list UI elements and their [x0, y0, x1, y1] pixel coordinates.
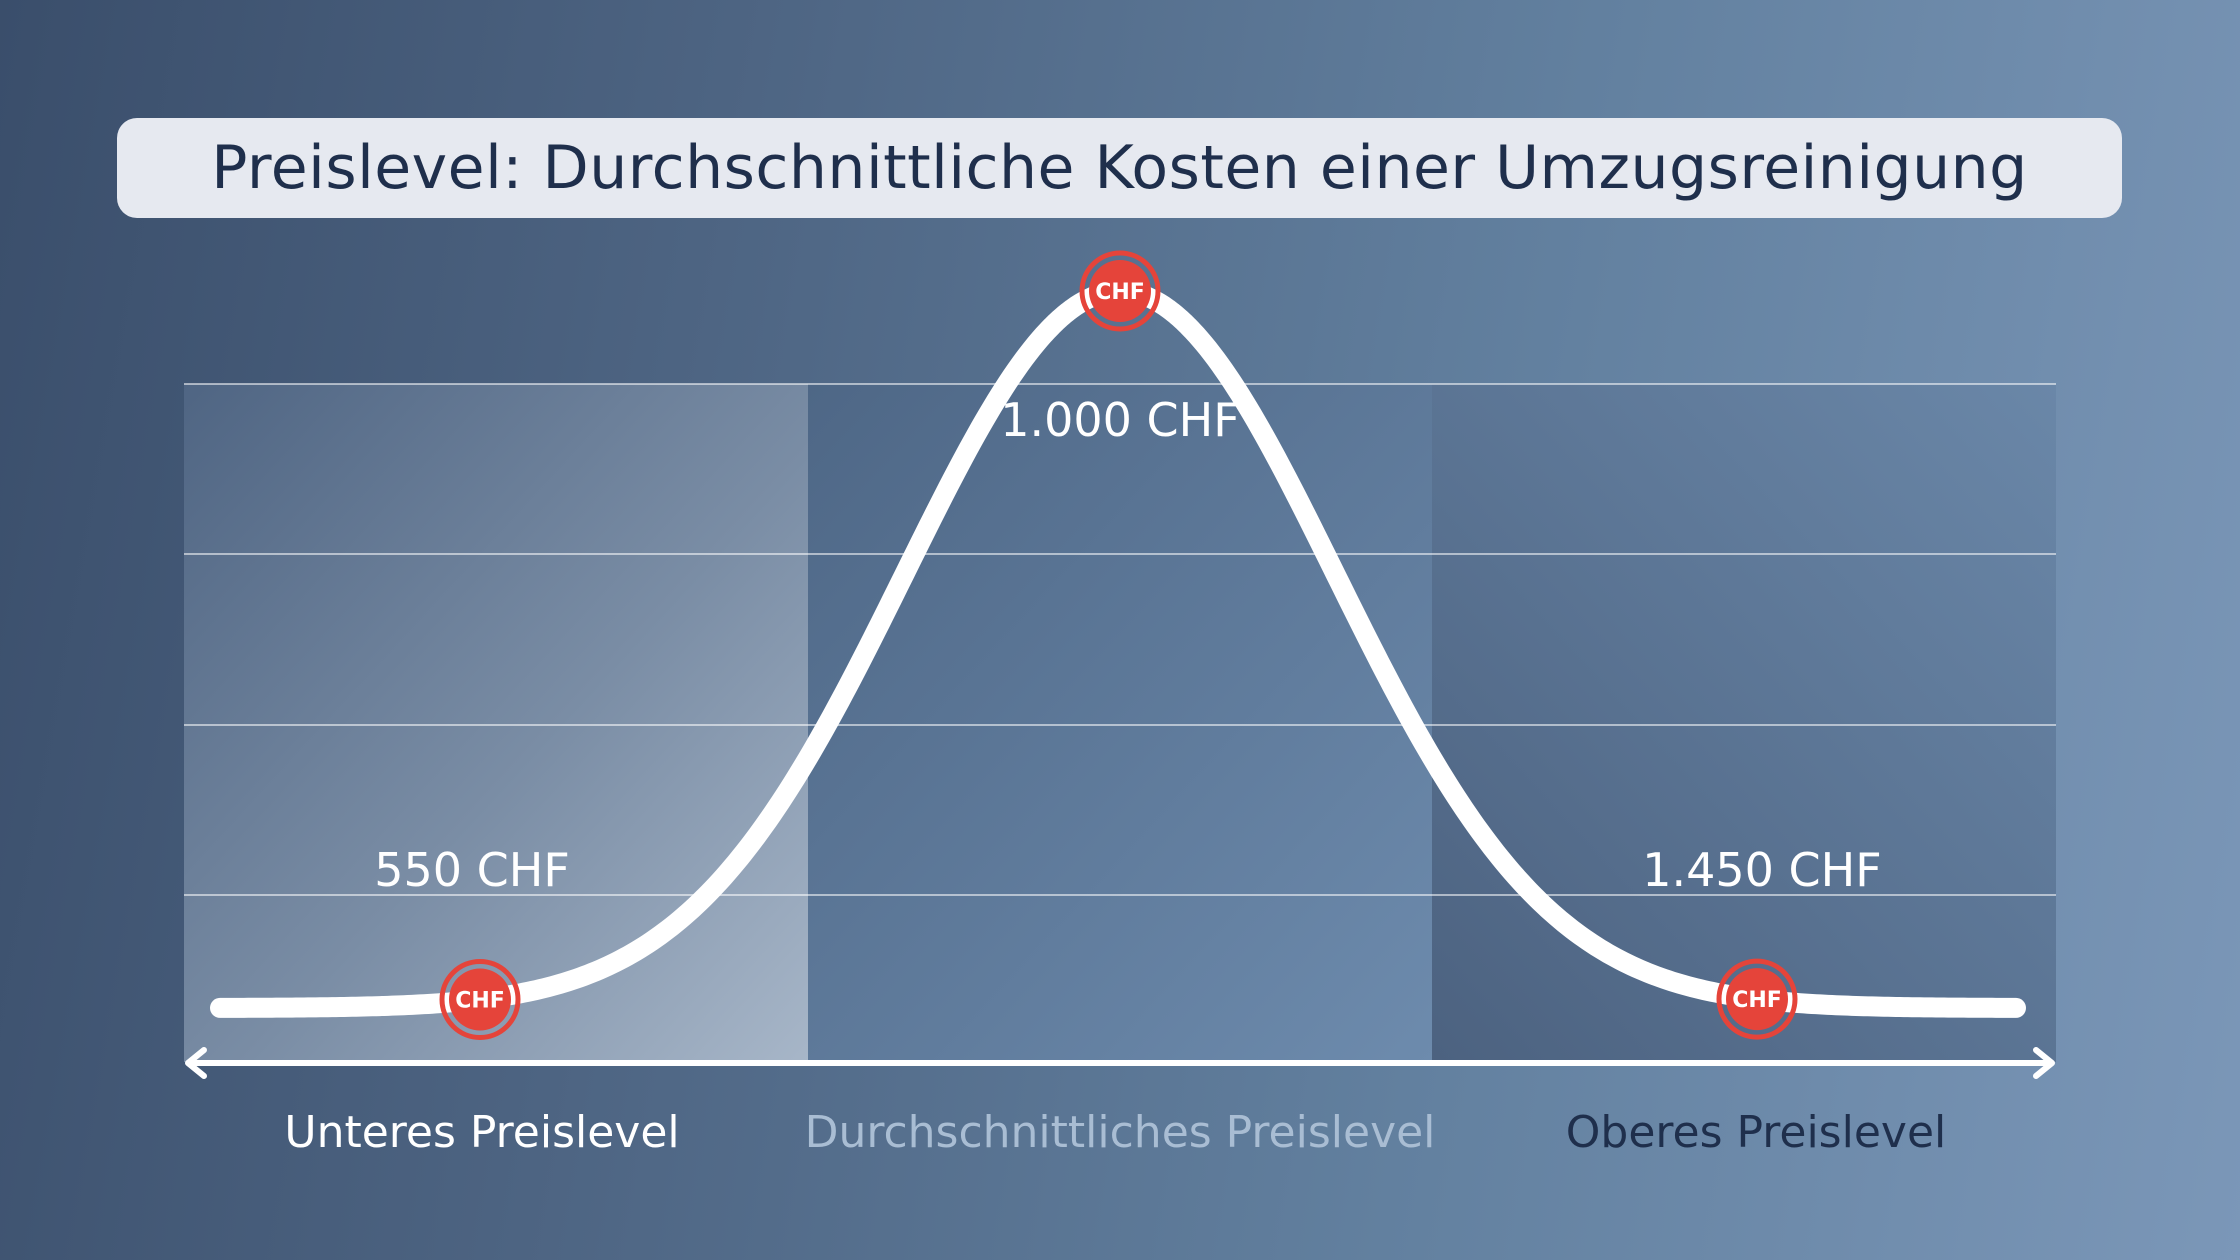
marker-ring-3 — [1716, 958, 1798, 1040]
panel-high — [1432, 384, 2056, 1062]
title-banner: Preislevel: Durchschnittliche Kosten ein… — [117, 118, 2122, 218]
value-label-1: 550 CHF — [374, 843, 570, 897]
panel-low — [184, 384, 809, 1062]
marker-ring-1 — [439, 958, 521, 1040]
coin-label-2: CHF — [1095, 280, 1145, 305]
category-label-2: Durchschnittliches Preislevel — [805, 1107, 1436, 1158]
marker-ring-2 — [1079, 250, 1161, 332]
coin-label-1: CHF — [455, 988, 505, 1013]
axis-arrow-right — [2033, 1047, 2055, 1079]
coin-label-3: CHF — [1732, 988, 1782, 1013]
marker-coin-3 — [1726, 968, 1788, 1031]
category-label-1: Unteres Preislevel — [284, 1107, 679, 1158]
category-label-3: Oberes Preislevel — [1566, 1107, 1946, 1158]
chart-title: Preislevel: Durchschnittliche Kosten ein… — [211, 133, 2028, 203]
axis-arrow-left — [185, 1047, 207, 1079]
marker-coin-2 — [1089, 260, 1151, 322]
marker-coin-1 — [449, 968, 511, 1031]
value-label-2: 1.000 CHF — [1000, 393, 1239, 447]
panel-mid — [808, 384, 1433, 1062]
value-label-3: 1.450 CHF — [1642, 843, 1881, 897]
